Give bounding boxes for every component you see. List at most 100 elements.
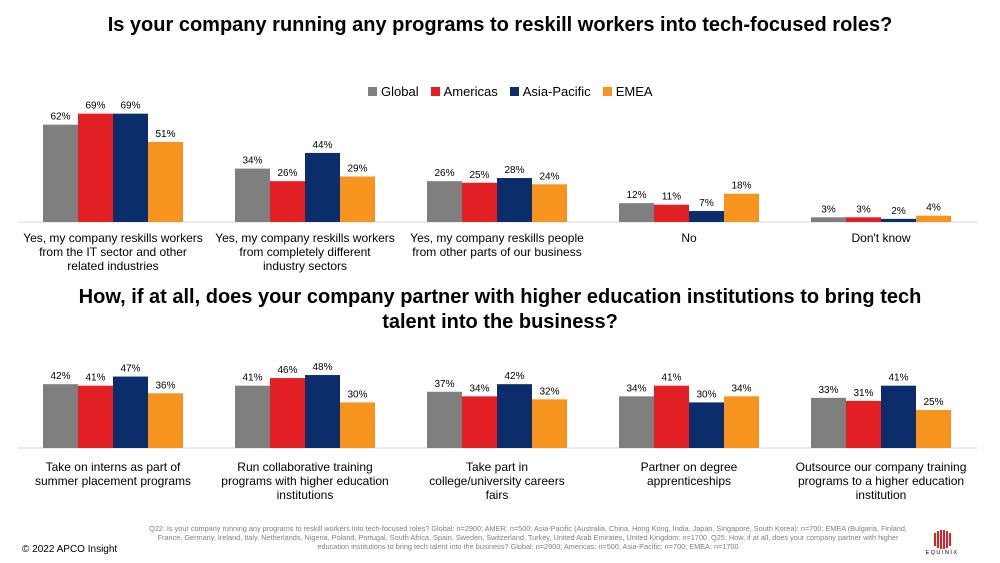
data-label-global-5: 3% — [821, 204, 836, 215]
data-label-americas-5: 3% — [856, 204, 871, 215]
bar-americas-5 — [846, 217, 881, 222]
legend-item-americas: Americas — [430, 84, 498, 99]
data-label-asia-pacific-2: 48% — [312, 362, 332, 373]
data-label-emea-1: 36% — [155, 380, 175, 391]
data-label-global-2: 34% — [242, 156, 262, 167]
legend-item-asia-pacific: Asia-Pacific — [509, 84, 591, 99]
chart1-title: Is your company running any programs to … — [107, 14, 893, 36]
data-label-emea-2: 30% — [347, 389, 367, 400]
data-label-emea-1: 51% — [155, 129, 175, 140]
data-label-global-3: 26% — [434, 168, 454, 179]
bar-emea-3 — [532, 399, 567, 448]
bar-global-5 — [811, 397, 846, 448]
data-label-americas-4: 11% — [662, 192, 681, 203]
bar-emea-2 — [340, 176, 375, 222]
data-label-global-5: 33% — [818, 385, 838, 396]
category-label-1: Yes, my company reskills workers from the… — [23, 231, 203, 273]
data-label-asia-pacific-1: 47% — [120, 364, 140, 375]
data-label-asia-pacific-3: 28% — [504, 165, 524, 176]
bar-global-1 — [43, 124, 78, 222]
legend-swatch-asia-pacific — [509, 87, 519, 96]
data-label-americas-5: 31% — [853, 388, 873, 399]
bar-emea-1 — [148, 141, 183, 222]
category-label-5: Don't know — [852, 231, 911, 245]
chart1-reskill-programs: 62% 69% 69% 51% Yes, my company reskills wor… — [18, 101, 978, 273]
category-label-4: No — [681, 231, 697, 245]
category-label-2: Run collaborative training programs with … — [221, 460, 388, 502]
bar-asia-pacific-3 — [497, 384, 532, 448]
data-label-americas-3: 25% — [469, 170, 489, 181]
legend-item-emea: EMEA — [602, 84, 653, 99]
category-label-2: Yes, my company reskills workers from com… — [215, 231, 395, 273]
category-label-5: Outsource our company training programs t… — [796, 460, 967, 502]
bar-asia-pacific-3 — [497, 178, 532, 222]
data-label-americas-2: 26% — [277, 168, 297, 179]
legend-label-americas: Americas — [443, 84, 498, 99]
bar-global-2 — [235, 385, 270, 448]
data-label-global-1: 42% — [50, 371, 70, 382]
bar-emea-4 — [724, 396, 759, 448]
data-label-americas-1: 41% — [85, 373, 105, 384]
data-label-asia-pacific-5: 2% — [891, 206, 906, 217]
data-label-emea-4: 34% — [731, 383, 751, 394]
bar-global-4 — [619, 203, 654, 222]
data-label-asia-pacific-1: 69% — [120, 101, 140, 112]
bar-global-4 — [619, 396, 654, 448]
bar-asia-pacific-1 — [113, 376, 148, 448]
data-label-global-2: 41% — [242, 373, 262, 384]
bar-global-5 — [811, 217, 846, 222]
bar-global-1 — [43, 384, 78, 448]
legend-swatch-emea — [602, 87, 612, 96]
data-label-asia-pacific-4: 7% — [699, 198, 714, 209]
legend-label-global: Global — [381, 84, 419, 99]
bar-asia-pacific-4 — [689, 211, 724, 222]
bar-emea-3 — [532, 184, 567, 222]
bar-emea-4 — [724, 193, 759, 222]
copyright: © 2022 APCO Insight — [22, 544, 118, 555]
legend-swatch-americas — [430, 87, 440, 96]
data-label-emea-3: 32% — [539, 386, 559, 397]
data-label-global-3: 37% — [434, 379, 454, 390]
bar-americas-5 — [846, 400, 881, 448]
data-label-emea-3: 24% — [539, 171, 559, 182]
data-label-emea-4: 18% — [731, 181, 751, 192]
bar-global-2 — [235, 168, 270, 222]
data-label-emea-5: 4% — [926, 203, 941, 214]
legend-label-asia-pacific: Asia-Pacific — [522, 84, 591, 99]
data-label-americas-2: 46% — [277, 365, 297, 376]
data-label-americas-4: 41% — [661, 373, 681, 384]
category-label-1: Take on interns as part of summer placeme… — [35, 460, 191, 488]
bar-asia-pacific-5 — [881, 385, 916, 448]
bar-global-3 — [427, 391, 462, 448]
category-label-3: Take part in college/university careers fa… — [429, 460, 564, 502]
bar-emea-5 — [916, 410, 951, 448]
data-label-asia-pacific-3: 42% — [504, 371, 524, 382]
bar-americas-4 — [654, 204, 689, 222]
legend-item-global: Global — [368, 84, 419, 99]
bar-asia-pacific-5 — [881, 218, 916, 222]
legend: Global Americas Asia-Pacific EMEA — [368, 84, 653, 99]
bar-emea-1 — [148, 393, 183, 448]
bar-emea-5 — [916, 215, 951, 222]
footnote: Q22: Is your company running any program… — [149, 524, 907, 551]
equinix-logo: EQUINIX — [917, 530, 967, 558]
bar-americas-2 — [270, 181, 305, 222]
category-label-3: Yes, my company reskills people from othe… — [410, 231, 584, 259]
bar-americas-3 — [462, 182, 497, 222]
bar-asia-pacific-2 — [305, 152, 340, 222]
legend-swatch-global — [368, 87, 377, 96]
equinix-logo-icon — [934, 530, 951, 549]
bar-emea-2 — [340, 402, 375, 448]
data-label-emea-5: 25% — [923, 397, 943, 408]
category-label-4: Partner on degree apprenticeships — [641, 460, 738, 488]
bar-asia-pacific-2 — [305, 375, 340, 448]
bar-americas-1 — [78, 385, 113, 448]
logo-text: EQUINIX — [925, 550, 959, 556]
data-label-global-1: 62% — [50, 112, 70, 123]
data-label-global-4: 34% — [626, 383, 646, 394]
data-label-asia-pacific-4: 30% — [696, 389, 716, 400]
bar-americas-1 — [78, 113, 113, 222]
bar-global-3 — [427, 181, 462, 222]
bar-asia-pacific-4 — [689, 402, 724, 448]
data-label-global-4: 12% — [626, 190, 646, 201]
